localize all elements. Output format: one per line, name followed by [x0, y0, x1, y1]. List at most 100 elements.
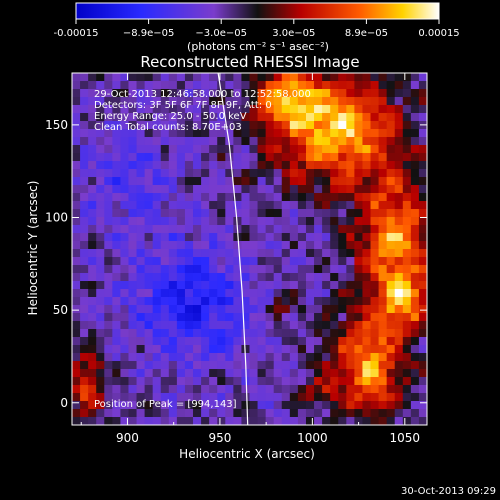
heatmap-cell [209, 81, 218, 90]
heatmap-cell [160, 273, 170, 282]
heatmap-cell [394, 257, 404, 266]
heatmap-cell [305, 353, 315, 362]
heatmap-cell [104, 89, 113, 98]
heatmap-cell [72, 305, 81, 314]
heatmap-cell [378, 257, 388, 266]
heatmap-cell [386, 217, 396, 226]
heatmap-cell [241, 305, 250, 314]
heatmap-cell [80, 161, 89, 170]
heatmap-cell [72, 345, 81, 354]
heatmap-cell [289, 249, 299, 258]
heatmap-cell [281, 273, 291, 282]
heatmap-cell [346, 249, 355, 258]
heatmap-cell [378, 417, 388, 425]
heatmap-cell [136, 385, 146, 394]
heatmap-cell [152, 313, 162, 322]
heatmap-cell [297, 209, 307, 218]
heatmap-cell [297, 73, 307, 82]
heatmap-cell [322, 145, 331, 154]
heatmap-cell [386, 89, 396, 98]
heatmap-cell [168, 257, 178, 266]
heatmap-cell [402, 105, 412, 114]
heatmap-cell [305, 169, 315, 178]
heatmap-cell [394, 113, 404, 122]
heatmap-cell [128, 177, 137, 186]
heatmap-cell [88, 289, 97, 298]
heatmap-cell [418, 97, 427, 106]
heatmap-cell [241, 337, 250, 346]
heatmap-cell [338, 401, 347, 410]
heatmap-cell [346, 121, 355, 130]
heatmap-cell [88, 273, 97, 282]
heatmap-cell [346, 385, 355, 394]
heatmap-cell [322, 113, 331, 122]
heatmap-cell [265, 161, 275, 170]
heatmap-cell [144, 81, 154, 90]
heatmap-cell [128, 313, 137, 322]
heatmap-cell [370, 353, 379, 362]
heatmap-cell [314, 265, 323, 274]
heatmap-cell [273, 377, 283, 386]
heatmap-cell [184, 409, 194, 418]
heatmap-cell [338, 73, 347, 82]
heatmap-cell [338, 121, 347, 130]
heatmap-cell [168, 417, 178, 425]
heatmap-cell [209, 225, 218, 234]
heatmap-cell [273, 153, 283, 162]
heatmap-cell [128, 169, 137, 178]
heatmap-cell [281, 281, 291, 290]
heatmap-cell [370, 377, 379, 386]
heatmap-cell [394, 105, 404, 114]
heatmap-cell [72, 137, 81, 146]
heatmap-cell [362, 305, 371, 314]
heatmap-cell [322, 233, 331, 242]
heatmap-cell [362, 337, 371, 346]
heatmap-cell [338, 377, 347, 386]
heatmap-cell [402, 241, 412, 250]
heatmap-cell [96, 241, 105, 250]
heatmap-cell [209, 185, 218, 194]
heatmap-cell [144, 409, 154, 418]
heatmap-cell [314, 297, 323, 306]
heatmap-cell [201, 249, 210, 258]
heatmap-cell [144, 201, 154, 210]
heatmap-cell [88, 353, 97, 362]
heatmap-cell [314, 281, 323, 290]
heatmap-cell [410, 401, 420, 410]
heatmap-cell [362, 369, 371, 378]
heatmap-cell [144, 305, 154, 314]
heatmap-cell [257, 161, 267, 170]
heatmap-cell [265, 353, 275, 362]
heatmap-cell [289, 377, 299, 386]
heatmap-cell [394, 121, 404, 130]
heatmap-cell [136, 161, 146, 170]
heatmap-cell [104, 233, 113, 242]
heatmap-cell [160, 361, 170, 370]
heatmap-cell [362, 377, 371, 386]
heatmap-cell [305, 185, 315, 194]
heatmap-cell [168, 305, 178, 314]
heatmap-cell [144, 105, 154, 114]
heatmap-cell [193, 305, 202, 314]
heatmap-cell [289, 345, 299, 354]
heatmap-cell [241, 161, 250, 170]
heatmap-cell [281, 297, 291, 306]
heatmap-cell [136, 377, 146, 386]
heatmap-cell [257, 329, 267, 338]
heatmap-cell [225, 105, 234, 114]
heatmap-cell [112, 177, 121, 186]
heatmap-cell [184, 281, 194, 290]
heatmap-cell [233, 409, 242, 418]
heatmap-cell [168, 409, 178, 418]
heatmap-cell [144, 209, 154, 218]
heatmap-cell [168, 289, 178, 298]
heatmap-cell [305, 113, 315, 122]
heatmap-cell [128, 265, 137, 274]
heatmap-cell [281, 377, 291, 386]
heatmap-cell [314, 121, 323, 130]
heatmap-cell [362, 193, 371, 202]
heatmap-cell [152, 345, 162, 354]
heatmap-cell [338, 297, 347, 306]
heatmap-cell [305, 89, 315, 98]
heatmap-cell [370, 321, 379, 330]
